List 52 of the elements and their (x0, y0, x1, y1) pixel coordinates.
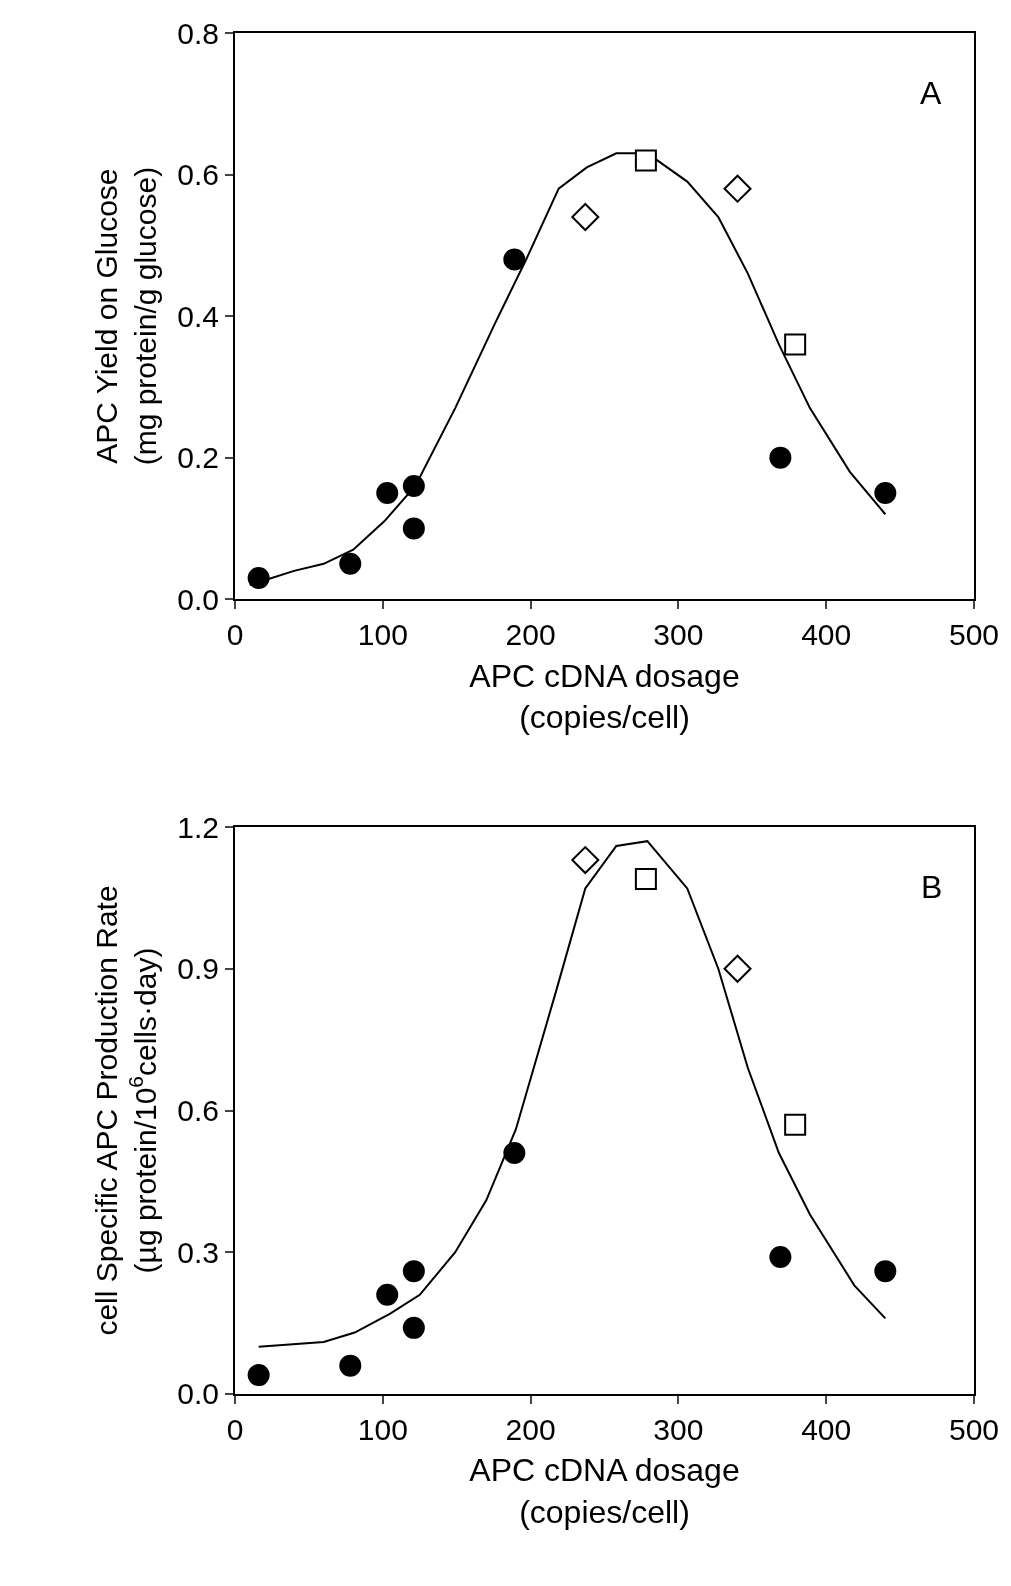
y-axis-title: APC Yield on Glucose (mg protein/g glucose) (89, 166, 162, 466)
x-tick-label: 300 (653, 618, 704, 652)
x-tick-label: 400 (801, 618, 852, 652)
point (769, 1245, 792, 1268)
point (874, 1260, 897, 1283)
x-tick-label: 500 (948, 1413, 1000, 1446)
point (376, 482, 399, 505)
point (247, 1364, 270, 1387)
y-tick-label: 0.4 (177, 299, 219, 333)
x-axis-title: APC cDNA dosage (copies/cell) (469, 1452, 740, 1530)
point (247, 566, 270, 589)
y-tick-label: 0.3 (177, 1235, 219, 1269)
x-tick-label: 0 (226, 618, 244, 652)
y-tick-label: 0.0 (177, 582, 219, 616)
x-tick-label: 300 (653, 1413, 704, 1446)
point (402, 517, 425, 540)
point (723, 954, 752, 983)
point (571, 846, 600, 875)
point (874, 482, 897, 505)
y-tick-label: 0.6 (177, 1094, 219, 1128)
point (503, 248, 526, 271)
point (634, 149, 657, 172)
point (402, 474, 425, 497)
point (503, 1142, 526, 1165)
x-tick-label: 0 (226, 1413, 244, 1446)
point (376, 1283, 399, 1306)
y-tick-label: 0.2 (177, 441, 219, 475)
line-series (257, 840, 887, 1348)
point (402, 1260, 425, 1283)
x-tick-label: 200 (505, 618, 556, 652)
x-tick-label: 400 (801, 1413, 852, 1446)
x-tick-label: 100 (357, 1413, 408, 1446)
x-axis-title: APC cDNA dosage (copies/cell) (469, 657, 740, 736)
y-tick-label: 0.6 (177, 158, 219, 192)
point (571, 203, 600, 232)
y-tick-label: 0.9 (177, 952, 219, 986)
point (784, 333, 807, 356)
x-tick-label: 200 (505, 1413, 556, 1446)
point (784, 1113, 807, 1136)
y-tick-label: 0.8 (177, 16, 219, 50)
point (723, 174, 752, 203)
point (402, 1316, 425, 1339)
point (339, 1354, 362, 1377)
point (339, 552, 362, 575)
x-tick-label: 100 (357, 618, 408, 652)
y-tick-label: 1.2 (177, 810, 219, 844)
point (769, 446, 792, 469)
x-tick-label: 500 (948, 618, 1000, 652)
annotation: B (921, 869, 943, 905)
point (634, 867, 657, 890)
y-tick-label: 0.0 (177, 1377, 219, 1411)
annotation: A (920, 75, 942, 111)
